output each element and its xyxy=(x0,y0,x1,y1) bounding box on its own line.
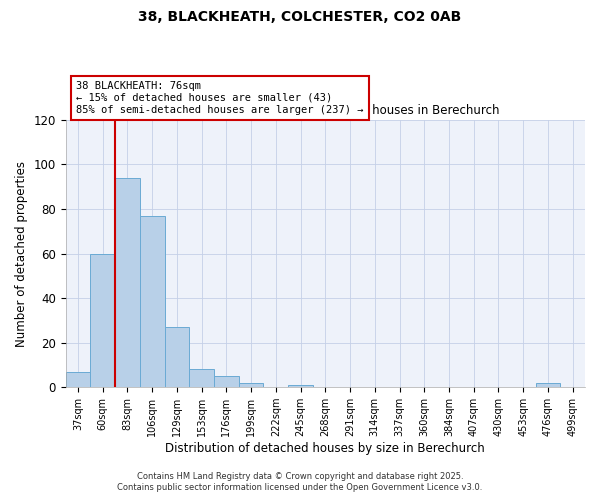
Bar xyxy=(190,370,214,387)
Bar xyxy=(536,383,560,387)
Title: Size of property relative to detached houses in Berechurch: Size of property relative to detached ho… xyxy=(151,104,500,118)
Text: Contains HM Land Registry data © Crown copyright and database right 2025.
Contai: Contains HM Land Registry data © Crown c… xyxy=(118,472,482,492)
Text: 38 BLACKHEATH: 76sqm
← 15% of detached houses are smaller (43)
85% of semi-detac: 38 BLACKHEATH: 76sqm ← 15% of detached h… xyxy=(76,82,364,114)
Y-axis label: Number of detached properties: Number of detached properties xyxy=(15,160,28,346)
Bar xyxy=(164,327,190,387)
Bar xyxy=(140,216,164,387)
Bar xyxy=(239,383,263,387)
Bar xyxy=(65,372,91,387)
Text: 38, BLACKHEATH, COLCHESTER, CO2 0AB: 38, BLACKHEATH, COLCHESTER, CO2 0AB xyxy=(139,10,461,24)
Bar xyxy=(214,376,239,387)
X-axis label: Distribution of detached houses by size in Berechurch: Distribution of detached houses by size … xyxy=(166,442,485,455)
Bar xyxy=(288,385,313,387)
Bar xyxy=(115,178,140,387)
Bar xyxy=(91,254,115,387)
